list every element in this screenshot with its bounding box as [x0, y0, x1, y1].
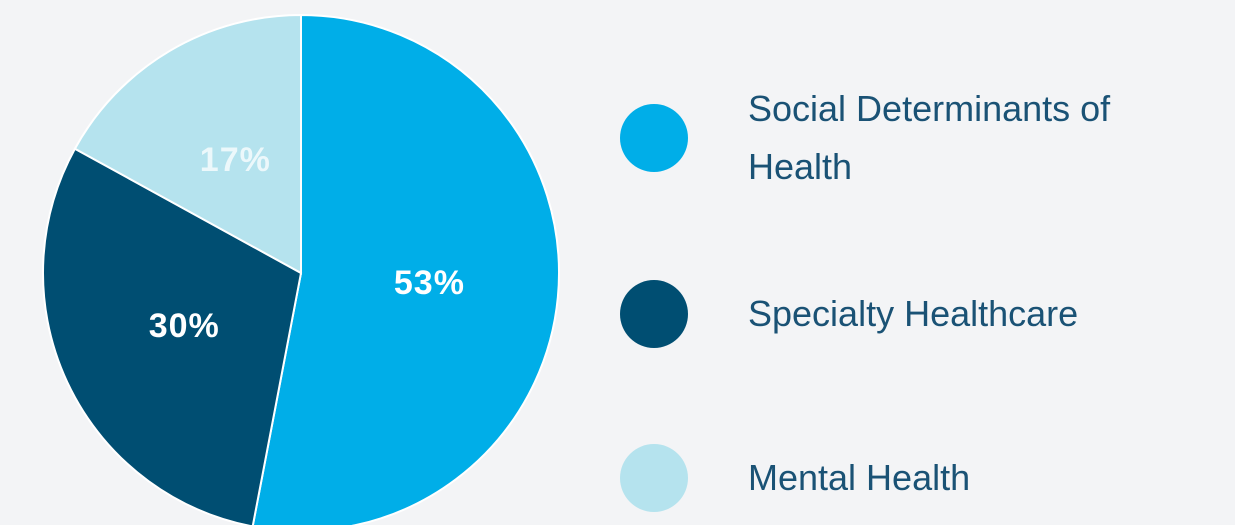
pie-slice: [73, 13, 302, 275]
legend-label: Mental Health: [748, 457, 971, 498]
pie-slice: [42, 147, 303, 525]
data-label: 53%: [394, 264, 465, 302]
legend: Social Determinants of Health Specialty H…: [620, 0, 1235, 525]
pie-slice: [251, 13, 560, 525]
legend-label: Specialty Healthcare: [748, 293, 1079, 334]
legend-item: Mental Health: [620, 444, 1198, 512]
legend-swatch: [620, 280, 688, 348]
legend-item: Specialty Healthcare: [620, 280, 1198, 348]
legend-swatch: [620, 444, 688, 512]
legend-swatch: [620, 104, 688, 172]
legend-item: Social Determinants of Health: [620, 80, 1198, 196]
data-label: 17%: [200, 141, 271, 179]
data-label: 30%: [149, 307, 220, 345]
legend-label: Social Determinants of Health: [748, 88, 1111, 187]
